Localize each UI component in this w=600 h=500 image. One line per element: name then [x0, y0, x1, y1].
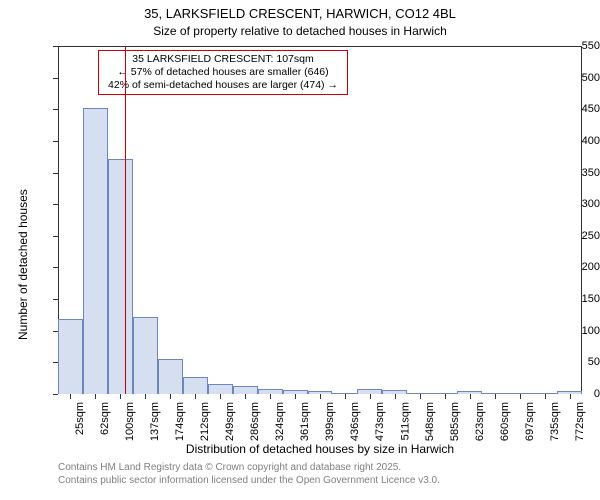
- x-axis-label: Distribution of detached houses by size …: [58, 442, 582, 456]
- footer-line1: Contains HM Land Registry data © Crown c…: [58, 462, 401, 473]
- x-tick-label: 735sqm: [549, 402, 561, 441]
- y-tick-label: 100: [550, 325, 600, 337]
- y-axis-label: Number of detached houses: [16, 189, 30, 340]
- x-tick-label: 436sqm: [349, 402, 361, 441]
- x-tick-label: 772sqm: [574, 402, 586, 441]
- x-tick-label: 62sqm: [99, 402, 111, 435]
- axis-line: [58, 46, 582, 47]
- x-tick-mark: [295, 394, 296, 399]
- y-tick-label: 450: [550, 103, 600, 115]
- x-tick-mark: [120, 394, 121, 399]
- y-tick-label: 250: [550, 230, 600, 242]
- x-tick-mark: [370, 394, 371, 399]
- x-tick-label: 548sqm: [424, 402, 436, 441]
- x-tick-mark: [70, 394, 71, 399]
- x-tick-mark: [195, 394, 196, 399]
- marker-line: [125, 46, 126, 394]
- chart-container: 35, LARKSFIELD CRESCENT, HARWICH, CO12 4…: [0, 0, 600, 500]
- y-tick-mark: [53, 204, 58, 205]
- y-tick-label: 500: [550, 72, 600, 84]
- x-tick-mark: [470, 394, 471, 399]
- x-tick-mark: [145, 394, 146, 399]
- x-tick-label: 212sqm: [199, 402, 211, 441]
- chart-bar: [58, 319, 83, 394]
- x-tick-label: 697sqm: [524, 402, 536, 441]
- x-tick-mark: [420, 394, 421, 399]
- annotation-line2: ← 57% of detached houses are smaller (64…: [103, 66, 343, 79]
- y-tick-mark: [53, 394, 58, 395]
- y-tick-label: 550: [550, 40, 600, 52]
- x-tick-label: 286sqm: [249, 402, 261, 441]
- x-tick-mark: [95, 394, 96, 399]
- y-tick-mark: [53, 362, 58, 363]
- chart-bar: [158, 359, 183, 394]
- annotation-line3: 42% of semi-detached houses are larger (…: [103, 79, 343, 92]
- annotation-line1: 35 LARKSFIELD CRESCENT: 107sqm: [103, 53, 343, 66]
- x-tick-label: 25sqm: [75, 402, 87, 435]
- title-line2: Size of property relative to detached ho…: [153, 24, 447, 38]
- plot-area: [58, 46, 582, 394]
- x-tick-mark: [520, 394, 521, 399]
- x-tick-mark: [170, 394, 171, 399]
- chart-bar: [183, 377, 208, 394]
- x-tick-mark: [570, 394, 571, 399]
- chart-title: 35, LARKSFIELD CRESCENT, HARWICH, CO12 4…: [0, 0, 600, 40]
- chart-bar: [83, 108, 108, 394]
- x-tick-label: 324sqm: [274, 402, 286, 441]
- y-tick-mark: [53, 46, 58, 47]
- x-tick-label: 249sqm: [224, 402, 236, 441]
- footer-line2: Contains public sector information licen…: [58, 475, 440, 486]
- axis-line: [581, 46, 582, 394]
- y-tick-mark: [53, 109, 58, 110]
- x-tick-label: 473sqm: [374, 402, 386, 441]
- y-tick-mark: [53, 141, 58, 142]
- x-tick-mark: [395, 394, 396, 399]
- y-tick-label: 350: [550, 167, 600, 179]
- y-tick-mark: [53, 236, 58, 237]
- x-tick-mark: [445, 394, 446, 399]
- x-tick-label: 623sqm: [474, 402, 486, 441]
- y-tick-mark: [53, 331, 58, 332]
- annotation-box: 35 LARKSFIELD CRESCENT: 107sqm ← 57% of …: [98, 50, 348, 95]
- y-tick-label: 50: [550, 356, 600, 368]
- y-tick-mark: [53, 299, 58, 300]
- x-tick-label: 100sqm: [125, 402, 137, 441]
- x-tick-label: 660sqm: [499, 402, 511, 441]
- x-tick-mark: [220, 394, 221, 399]
- x-tick-label: 585sqm: [449, 402, 461, 441]
- x-tick-mark: [545, 394, 546, 399]
- y-tick-label: 200: [550, 261, 600, 273]
- y-tick-label: 400: [550, 135, 600, 147]
- title-line1: 35, LARKSFIELD CRESCENT, HARWICH, CO12 4…: [144, 6, 456, 21]
- y-tick-label: 150: [550, 293, 600, 305]
- chart-bar: [133, 317, 158, 394]
- x-tick-mark: [245, 394, 246, 399]
- x-tick-mark: [495, 394, 496, 399]
- y-tick-mark: [53, 173, 58, 174]
- x-tick-label: 137sqm: [149, 402, 161, 441]
- y-tick-label: 300: [550, 198, 600, 210]
- y-tick-mark: [53, 267, 58, 268]
- x-tick-label: 174sqm: [174, 402, 186, 441]
- chart-bar: [108, 159, 133, 394]
- x-tick-label: 361sqm: [299, 402, 311, 441]
- x-tick-mark: [320, 394, 321, 399]
- y-tick-label: 0: [550, 388, 600, 400]
- chart-bar: [208, 384, 233, 394]
- y-tick-mark: [53, 78, 58, 79]
- x-tick-mark: [345, 394, 346, 399]
- x-tick-mark: [270, 394, 271, 399]
- chart-bar: [233, 386, 258, 394]
- x-tick-label: 399sqm: [324, 402, 336, 441]
- footer-credits: Contains HM Land Registry data © Crown c…: [58, 462, 440, 487]
- x-tick-label: 511sqm: [399, 402, 411, 440]
